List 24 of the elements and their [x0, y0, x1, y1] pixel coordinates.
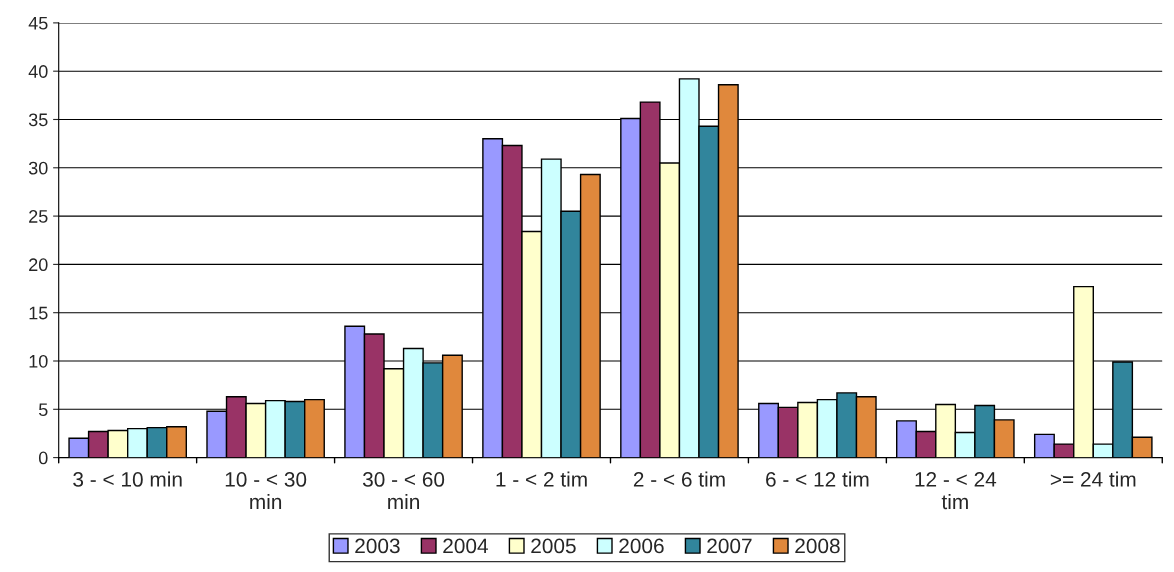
legend-label: 2005 — [531, 538, 576, 554]
y-tick-label: 30 — [28, 161, 48, 175]
y-tick-label: 35 — [28, 113, 48, 127]
y-tick-label: 15 — [29, 306, 48, 320]
x-tick-label: 6 - < 12 tim — [766, 471, 869, 487]
legend-label: 2006 — [619, 538, 664, 554]
y-tick-label: 40 — [28, 65, 48, 78]
legend-label: 2004 — [443, 538, 488, 554]
legend-label: 2008 — [795, 538, 840, 554]
x-tick-label: 2 - < 6 tim — [633, 471, 725, 487]
y-tick-label: 10 — [29, 354, 48, 368]
y-tick-label: 25 — [29, 210, 48, 223]
x-tick-label: >= 24 tim — [1050, 471, 1136, 487]
legend-label: 2007 — [707, 538, 752, 554]
x-tick-label: 10 - < 30 min — [225, 472, 307, 510]
y-tick-label: 45 — [28, 17, 48, 30]
x-tick-label: 30 - < 60 min — [362, 472, 445, 510]
legend-label: 2003 — [355, 538, 400, 554]
x-tick-label: 1 - < 2 tim — [496, 471, 587, 487]
x-tick-label: 3 - < 10 min — [73, 471, 182, 487]
y-tick-label: 0 — [38, 451, 48, 465]
y-tick-label: 20 — [29, 258, 48, 272]
x-tick-label: 12 - < 24 tim — [915, 472, 997, 510]
y-tick-label: 5 — [38, 403, 48, 417]
